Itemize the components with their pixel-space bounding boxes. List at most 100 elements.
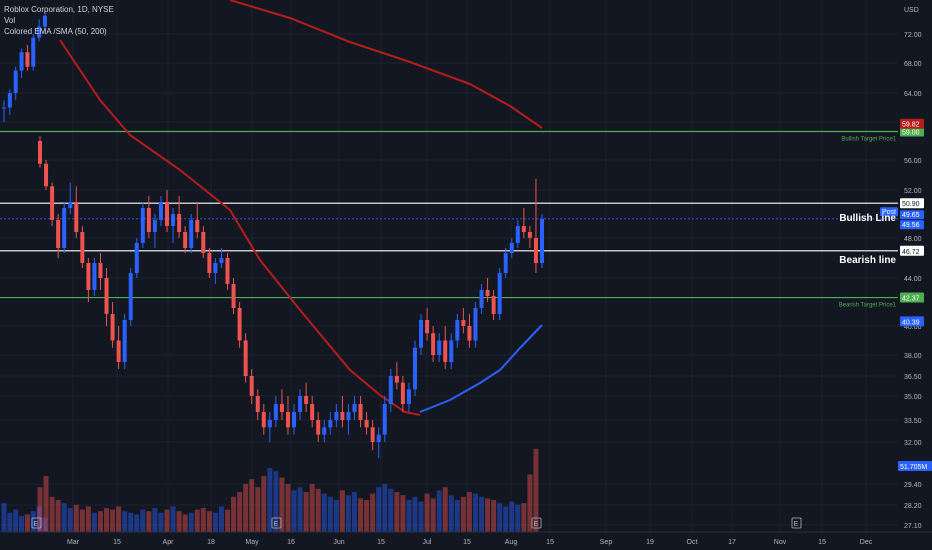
volume-label[interactable]: Vol	[4, 16, 16, 25]
candle-body	[44, 163, 49, 187]
candle-body	[68, 202, 73, 208]
candle-body	[195, 220, 200, 232]
volume-bar	[297, 487, 303, 532]
volume-bar	[309, 484, 315, 532]
x-tick-label: Jun	[333, 539, 344, 546]
y-tick-label: 35.00	[904, 394, 922, 401]
volume-bar	[394, 492, 400, 532]
x-tick-label: Aug	[505, 539, 518, 546]
price-tags: 59.00 50.90 46.72 42.37 59.82 Post 49.65 49.56 4…	[880, 118, 932, 471]
volume-bar	[231, 496, 237, 532]
candle-body	[38, 141, 42, 164]
volume-bar	[164, 509, 170, 532]
symbol-title[interactable]: Roblox Corporation, 1D, NYSE	[4, 5, 114, 14]
candle-body	[146, 208, 151, 232]
post-price-tag: 49.56	[902, 222, 920, 229]
volume-bar	[91, 512, 97, 532]
candle-body	[497, 273, 502, 314]
volume-bar	[19, 516, 25, 532]
volume-bar	[36, 506, 42, 532]
volume-bar	[436, 490, 442, 532]
candle-body	[110, 314, 115, 341]
candle-body	[509, 243, 514, 253]
earnings-marker-label: E	[534, 521, 539, 528]
candle-body	[189, 220, 194, 248]
volume-bar	[285, 484, 291, 532]
candle-body	[533, 238, 538, 263]
candle-body	[479, 290, 484, 308]
candle-body	[273, 404, 278, 420]
volume-bar	[67, 508, 73, 532]
post-tag-bg	[880, 207, 898, 217]
last-price-tag: 49.65	[902, 212, 920, 219]
x-tick-label: Oct	[687, 539, 698, 546]
candle-body	[80, 232, 85, 263]
x-tick-label: Dec	[860, 539, 873, 546]
candle-body	[207, 253, 212, 273]
y-tick-label: 27.10	[904, 523, 922, 530]
candle-body	[165, 202, 170, 226]
volume-bar	[448, 495, 454, 532]
candle-body	[92, 263, 97, 290]
volume-bar	[358, 498, 364, 532]
candle-body	[104, 278, 109, 314]
y-tick-label: 68.00	[904, 61, 922, 68]
level-tag-bg	[900, 245, 924, 256]
bearish-target-label: Bearish Target Price1	[839, 303, 897, 309]
volume-bar	[430, 498, 436, 532]
volume-bar	[497, 503, 503, 532]
earnings-marker	[531, 517, 542, 529]
level-annotations: Bullish Target Price1 Bullish Line Bearish…	[31, 137, 897, 529]
candle-body	[74, 202, 79, 232]
volume-bar	[273, 471, 279, 532]
indicator-label[interactable]: Colored EMA /SMA (50, 200)	[4, 27, 107, 36]
candle-body	[42, 15, 47, 27]
candle-body	[86, 263, 91, 290]
candle-body	[473, 308, 478, 341]
bearish-line-label: Bearish line	[839, 255, 896, 266]
sma-200-line	[229, 0, 543, 129]
candle-body	[50, 186, 55, 220]
candle-body	[400, 382, 405, 404]
candle-body	[340, 412, 345, 420]
volume-bar	[460, 496, 466, 532]
volume-bar	[7, 512, 13, 532]
volume-tag-bg	[898, 461, 932, 471]
candle-body	[431, 333, 436, 355]
level-tag: 42.37	[902, 296, 920, 303]
candle-body	[485, 290, 490, 296]
x-tick-label: 19	[646, 539, 654, 546]
y-tick-label: 48.00	[904, 236, 922, 243]
x-tick-label: Sep	[600, 539, 613, 546]
sma-price-tag: 59.82	[902, 122, 920, 129]
volume-bar	[206, 511, 212, 532]
candle-body	[334, 412, 339, 420]
earnings-marker-label: E	[274, 521, 279, 528]
volume-bar	[42, 517, 48, 532]
volume-bar	[218, 506, 224, 532]
candle-body	[394, 376, 399, 383]
ema-price-tag: 40.39	[902, 319, 920, 326]
sma-price-tag-bg	[900, 118, 924, 129]
level-tag-bg	[900, 126, 924, 137]
candle-body	[376, 434, 381, 442]
level-tag-bg	[900, 292, 924, 303]
candle-body	[461, 320, 466, 326]
volume-bar	[527, 474, 533, 532]
volume-bar	[279, 477, 285, 532]
candles	[2, 12, 544, 459]
candle-body	[425, 320, 430, 334]
candle-body	[515, 226, 520, 243]
candle-body	[346, 412, 351, 420]
candle-body	[328, 420, 333, 428]
volume-bar	[491, 500, 497, 532]
volume-bar	[104, 508, 110, 532]
candle-body	[382, 404, 387, 435]
time-axis[interactable]: Mar 15 Apr 18 May 16 Jun 15 Jul 15 Aug 15 Sep 19 Oct 17…	[0, 531, 932, 546]
y-tick-label: 33.50	[904, 418, 922, 425]
candle-body	[298, 396, 303, 412]
volume-bar	[412, 496, 418, 532]
volume-bar	[128, 512, 134, 532]
